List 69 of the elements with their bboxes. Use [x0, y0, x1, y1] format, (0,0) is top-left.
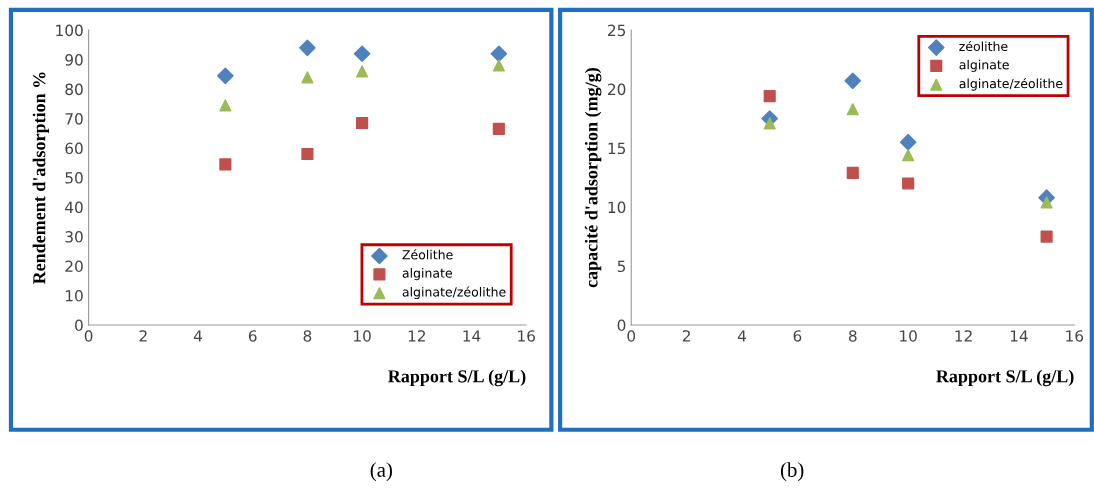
- point: [844, 72, 862, 90]
- point: [763, 117, 776, 130]
- y-axis-title: Rendement d'adsorption %: [32, 72, 50, 285]
- legend-label: alginate/zéolithe: [402, 286, 506, 300]
- y-tick-label: 5: [617, 260, 626, 273]
- y-tick-label: 0: [75, 319, 83, 332]
- y-tick-label: 30: [65, 231, 83, 243]
- point: [846, 166, 859, 179]
- x-tick-label: 14: [1010, 330, 1028, 342]
- x-tick-label: 10: [900, 330, 917, 342]
- point: [763, 90, 776, 103]
- x-tick-label: 0: [84, 330, 93, 342]
- x-tick-label: 2: [139, 330, 147, 342]
- x-tick-label: 8: [303, 330, 312, 342]
- x-tick-label: 6: [248, 330, 257, 342]
- point: [902, 177, 915, 190]
- point: [217, 67, 234, 85]
- point: [492, 122, 505, 136]
- legend-label: zéolithe: [959, 40, 1008, 52]
- x-axis-title: Rapport S/L (g/L): [388, 369, 526, 387]
- point: [1040, 196, 1053, 209]
- point: [492, 59, 505, 72]
- x-tick-label: 12: [955, 330, 972, 342]
- y-tick-label: 0: [617, 319, 626, 332]
- x-tick-label: 10: [354, 330, 371, 342]
- text: (b): [780, 462, 804, 482]
- point: [299, 39, 316, 57]
- legend-label: alginate: [959, 59, 1009, 72]
- text: (a): [370, 462, 392, 482]
- y-tick-label: 20: [608, 83, 626, 96]
- y-tick-label: 15: [608, 142, 626, 155]
- y-tick-label: 25: [608, 24, 626, 37]
- x-tick-label: 4: [193, 330, 203, 342]
- legend-label: alginate/zéolithe: [959, 78, 1063, 91]
- point: [899, 133, 917, 151]
- point: [353, 45, 371, 63]
- point: [356, 116, 369, 130]
- point: [356, 65, 369, 78]
- x-tick-label: 2: [682, 330, 690, 342]
- y-tick-label: 60: [65, 142, 83, 155]
- point: [490, 45, 508, 63]
- y-tick-label: 80: [65, 83, 83, 96]
- legend-label: alginate: [402, 268, 452, 281]
- y-tick-label: 40: [65, 201, 83, 214]
- point: [301, 147, 314, 161]
- x-axis-title: Rapport S/L (g/L): [936, 369, 1074, 387]
- point: [1040, 230, 1053, 243]
- point: [219, 158, 232, 171]
- x-tick-label: 12: [408, 330, 425, 342]
- point: [219, 99, 232, 112]
- point: [902, 149, 915, 162]
- y-tick-label: 70: [65, 113, 83, 125]
- legend-label: Zéolithe: [402, 249, 453, 260]
- y-tick-label: 100: [56, 24, 83, 37]
- x-tick-label: 14: [463, 330, 481, 342]
- x-tick-label: 16: [518, 330, 535, 342]
- x-tick-label: 6: [793, 330, 802, 342]
- x-tick-label: 16: [1066, 330, 1084, 342]
- point: [301, 71, 314, 84]
- point: [846, 103, 859, 116]
- y-tick-label: 50: [65, 172, 83, 184]
- y-tick-label: 90: [65, 54, 83, 66]
- x-tick-label: 8: [848, 330, 857, 342]
- y-tick-label: 10: [608, 201, 626, 214]
- y-tick-label: 20: [65, 260, 83, 273]
- x-tick-label: 4: [737, 330, 747, 342]
- x-tick-label: 0: [627, 330, 636, 342]
- y-axis-title: capacité d'adsorption (mg/g): [584, 68, 602, 288]
- y-tick-label: 10: [65, 290, 83, 302]
